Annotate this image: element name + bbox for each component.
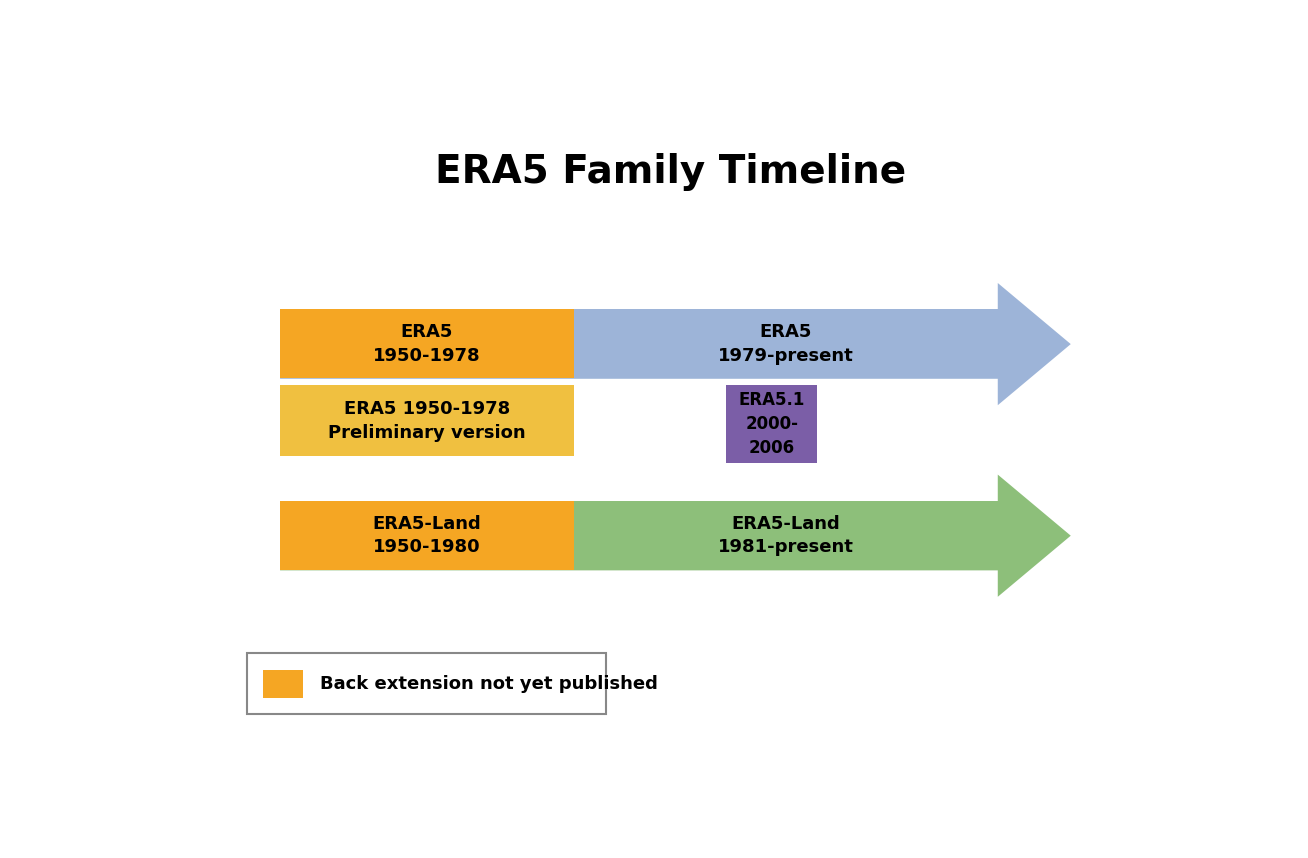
Bar xyxy=(574,501,998,570)
Bar xyxy=(280,385,574,456)
Text: Back extension not yet published: Back extension not yet published xyxy=(319,674,658,692)
Bar xyxy=(247,653,607,714)
Polygon shape xyxy=(280,283,1071,405)
Bar xyxy=(574,309,998,378)
Bar xyxy=(263,670,303,698)
Bar xyxy=(280,501,574,570)
Text: ERA5-Land
1981-present: ERA5-Land 1981-present xyxy=(718,515,854,556)
Text: ERA5-Land
1950-1980: ERA5-Land 1950-1980 xyxy=(373,515,481,556)
Bar xyxy=(280,309,574,378)
Text: ERA5
1950-1978: ERA5 1950-1978 xyxy=(373,323,481,365)
Polygon shape xyxy=(280,474,1071,597)
Text: ERA5.1
2000-
2006: ERA5.1 2000- 2006 xyxy=(739,391,804,456)
Bar xyxy=(726,385,818,463)
Text: ERA5 1950-1978
Preliminary version: ERA5 1950-1978 Preliminary version xyxy=(328,400,526,442)
Text: ERA5
1979-present: ERA5 1979-present xyxy=(718,323,854,365)
Text: ERA5 Family Timeline: ERA5 Family Timeline xyxy=(434,154,906,191)
